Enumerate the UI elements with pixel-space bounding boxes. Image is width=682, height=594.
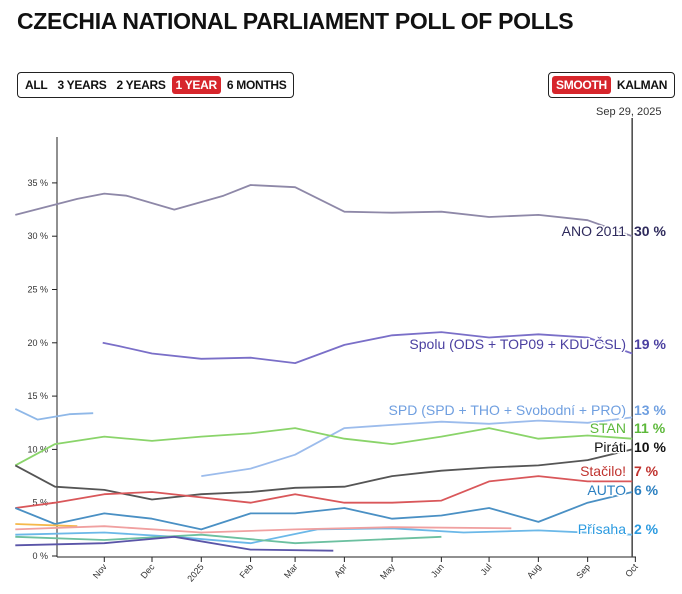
series-name-label: AUTO [587, 482, 626, 498]
smooth-button[interactable]: SMOOTH [552, 76, 611, 94]
series-value-label: 6 % [634, 482, 659, 498]
current-date-label: Sep 29, 2025 [596, 106, 662, 118]
y-tick-label: 25 % [27, 285, 48, 295]
series-line-stan [14, 427, 633, 467]
series-line-other-11 [15, 533, 442, 545]
x-tick-label: Mar [282, 562, 300, 580]
series-line-spd-spd-tho-svobodn-pro- [201, 416, 633, 477]
x-tick-label: Oct [623, 561, 640, 579]
series-line-other-10 [15, 525, 512, 534]
x-tick-label: Apr [332, 562, 349, 579]
x-tick-label: Nov [91, 561, 109, 580]
y-tick-label: 35 % [27, 178, 48, 188]
series-line-other-12 [15, 535, 334, 552]
x-tick-label: Sep [574, 562, 592, 581]
series-name-label: STAN [590, 420, 626, 436]
x-tick-label: Jul [479, 562, 494, 577]
method-selector: SMOOTH KALMAN [548, 72, 676, 98]
y-tick-label: 5 % [32, 498, 48, 508]
series-value-label: 7 % [634, 463, 659, 479]
y-tick-label: 30 % [27, 231, 48, 241]
series-value-label: 2 % [634, 521, 659, 537]
series-name-label: Stačilo! [580, 463, 626, 479]
series-value-label: 11 % [634, 420, 666, 436]
x-tick-label: May [378, 561, 397, 581]
series-line-auto [14, 491, 633, 531]
series-line-other-9 [15, 523, 78, 528]
y-tick-label: 15 % [27, 391, 48, 401]
y-tick-label: 10 % [27, 444, 48, 454]
series-line-pir-ti [14, 448, 633, 501]
series-value-label: 19 % [634, 336, 666, 352]
series-line-spolu-ods-top09-kdu-sl- [102, 331, 633, 364]
series-value-label: 13 % [634, 402, 666, 418]
range-selector: ALL 3 YEARS 2 YEARS 1 YEAR 6 MONTHS [17, 72, 295, 98]
series-name-label: Piráti [594, 439, 626, 455]
x-tick-label: Aug [525, 562, 543, 581]
series-name-label: Spolu (ODS + TOP09 + KDU-ČSL) [409, 336, 626, 352]
series-value-label: 30 % [634, 223, 666, 239]
series-name-label: SPD (SPD + THO + Svobodní + PRO) [389, 402, 626, 418]
series-name-label: ANO 2011 [562, 223, 627, 239]
series-line-ano-2011 [15, 184, 633, 238]
y-tick-label: 0 % [32, 551, 48, 561]
x-tick-label: Dec [139, 561, 157, 580]
x-tick-label: Jun [429, 562, 446, 580]
x-tick-label: 2025 [185, 562, 206, 584]
page-title: CZECHIA NATIONAL PARLIAMENT POLL OF POLL… [17, 8, 574, 34]
kalman-button[interactable]: KALMAN [616, 78, 668, 92]
x-tick-label: Feb [237, 562, 255, 580]
range-all-button[interactable]: ALL [25, 78, 48, 92]
range-1-year-button[interactable]: 1 YEAR [171, 76, 221, 94]
range-2-years-button[interactable]: 2 YEARS [116, 78, 166, 92]
series-line-sta-ilo- [15, 475, 633, 509]
series-name-label: Přísaha [578, 521, 626, 537]
range-6-months-button[interactable]: 6 MONTHS [226, 78, 287, 92]
series-value-label: 10 % [634, 439, 666, 455]
y-tick-label: 20 % [27, 338, 48, 348]
series-line-other-8 [14, 408, 94, 421]
series-line-p-saha [15, 527, 633, 545]
range-3-years-button[interactable]: 3 YEARS [57, 78, 107, 92]
